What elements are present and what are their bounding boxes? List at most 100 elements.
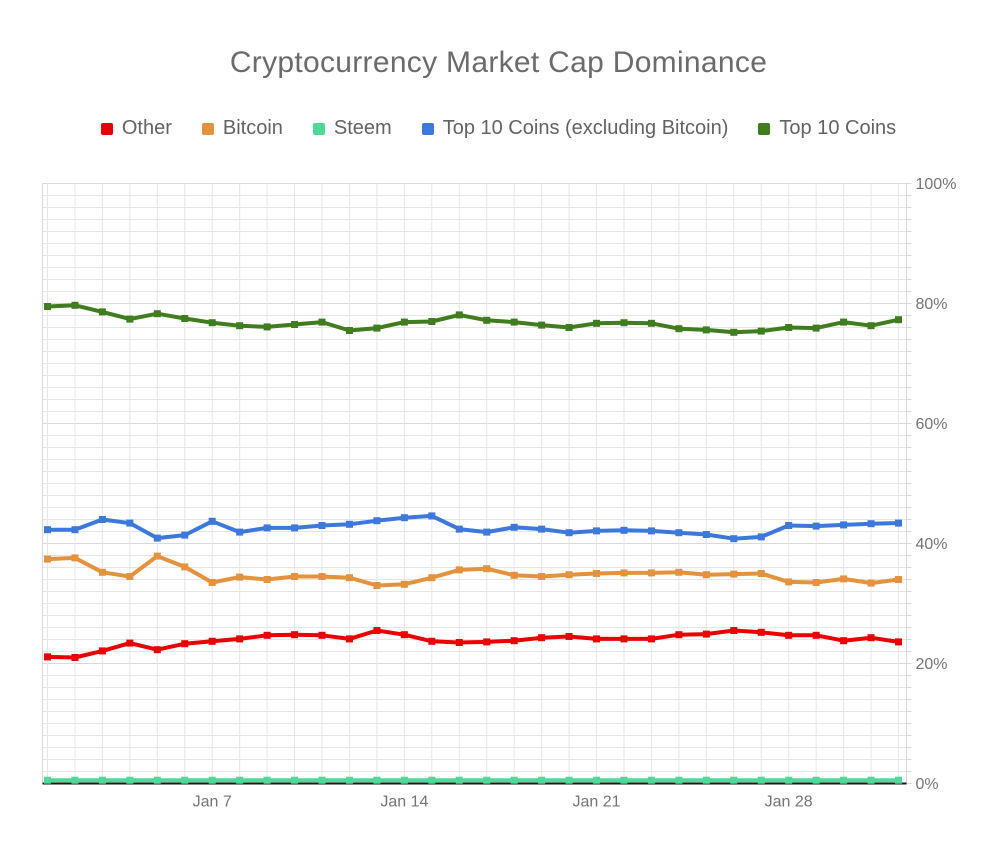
data-point-marker [98, 516, 106, 523]
data-point-marker [840, 637, 848, 645]
legend-swatch-top10-excluding-bitcoin [421, 122, 434, 135]
legend-swatch-steem [312, 122, 325, 135]
data-point-marker [263, 631, 271, 639]
data-point-marker [373, 517, 381, 525]
y-axis-ticks [906, 183, 912, 784]
data-point-marker [565, 529, 573, 537]
legend-item-steem: Steem [312, 117, 392, 140]
data-point-marker [538, 321, 546, 329]
data-point-marker [373, 627, 381, 634]
legend-label-steem: Steem [333, 117, 392, 139]
y-axis-label: 40% [916, 536, 948, 553]
data-point-marker [593, 527, 601, 535]
data-point-marker [291, 776, 299, 784]
data-point-marker [730, 328, 738, 336]
data-point-marker [455, 311, 463, 319]
data-point-marker [98, 568, 106, 576]
data-point-marker [812, 776, 820, 784]
data-point-marker [730, 627, 738, 634]
data-point-marker [318, 573, 326, 580]
legend: Other Bitcoin Steem Top 10 Coins (exclud… [0, 117, 997, 140]
data-point-marker [44, 555, 51, 563]
data-point-marker [812, 324, 820, 332]
data-point-marker [263, 576, 271, 583]
legend-swatch-other [100, 122, 113, 135]
data-point-marker [345, 635, 353, 643]
data-point-marker [867, 776, 875, 784]
data-point-marker [181, 640, 189, 648]
data-point-marker [345, 520, 353, 528]
data-point-marker [785, 776, 793, 784]
series-markers-top-10-coins-excluding-bitcoin [44, 512, 902, 543]
data-point-marker [126, 573, 134, 580]
data-point-marker [153, 552, 161, 560]
data-point-marker [345, 574, 353, 582]
data-point-marker [263, 323, 271, 331]
data-point-marker [236, 776, 244, 784]
data-point-marker [71, 526, 79, 534]
data-point-marker [840, 318, 848, 326]
data-point-marker [318, 318, 326, 326]
data-point-marker [236, 528, 244, 536]
data-point-marker [565, 571, 573, 579]
series-line-bitcoin [45, 554, 901, 588]
legend-item-top10-excluding-bitcoin: Top 10 Coins (excluding Bitcoin) [421, 117, 728, 140]
data-point-marker [318, 522, 326, 529]
data-point-marker [400, 631, 408, 639]
data-point-marker [675, 325, 683, 333]
data-point-marker [428, 318, 436, 325]
data-point-marker [620, 569, 628, 577]
data-point-marker [757, 628, 765, 636]
data-point-marker [291, 631, 299, 639]
data-point-marker [895, 316, 902, 324]
data-point-marker [867, 634, 875, 642]
data-point-marker [840, 575, 848, 583]
legend-swatch-bitcoin [201, 122, 214, 135]
chart-title: Cryptocurrency Market Cap Dominance [229, 46, 768, 79]
data-point-marker [236, 322, 244, 330]
data-point-marker [867, 520, 875, 528]
data-point-marker [208, 579, 216, 586]
data-point-marker [263, 776, 271, 784]
data-point-marker [181, 315, 189, 322]
data-point-marker [208, 517, 216, 525]
data-point-marker [400, 580, 408, 588]
data-point-marker [400, 514, 408, 522]
data-point-marker [181, 776, 189, 784]
data-point-marker [757, 776, 765, 784]
data-point-marker [565, 776, 573, 784]
data-point-marker [236, 635, 244, 643]
data-point-marker [126, 776, 134, 784]
data-point-marker [126, 519, 134, 527]
data-point-marker [483, 528, 491, 536]
x-axis-label: Jan 28 [765, 794, 813, 811]
data-point-marker [867, 322, 875, 330]
data-point-marker [757, 570, 765, 577]
data-point-marker [647, 527, 655, 535]
data-point-marker [510, 637, 518, 645]
data-point-marker [400, 318, 408, 326]
data-point-marker [483, 638, 491, 646]
data-point-marker [593, 635, 601, 643]
data-point-marker [785, 522, 793, 529]
series-line-top-10-coins [45, 303, 901, 335]
data-point-marker [345, 327, 353, 334]
data-point-marker [593, 776, 601, 784]
data-point-marker [785, 631, 793, 639]
y-axis-label: 0% [916, 776, 939, 793]
data-point-marker [428, 512, 436, 520]
data-point-marker [126, 639, 134, 647]
data-point-marker [44, 653, 51, 661]
y-axis-label: 20% [916, 656, 948, 673]
legend-label-top10: Top 10 Coins [779, 117, 897, 139]
data-point-marker [730, 535, 738, 543]
data-point-marker [483, 565, 491, 573]
data-point-marker [620, 776, 628, 784]
data-point-marker [291, 321, 299, 328]
data-point-marker [483, 316, 491, 324]
series-markers-steem [44, 776, 902, 784]
series-markers-top-10-coins [44, 301, 902, 336]
data-point-marker [44, 776, 51, 784]
